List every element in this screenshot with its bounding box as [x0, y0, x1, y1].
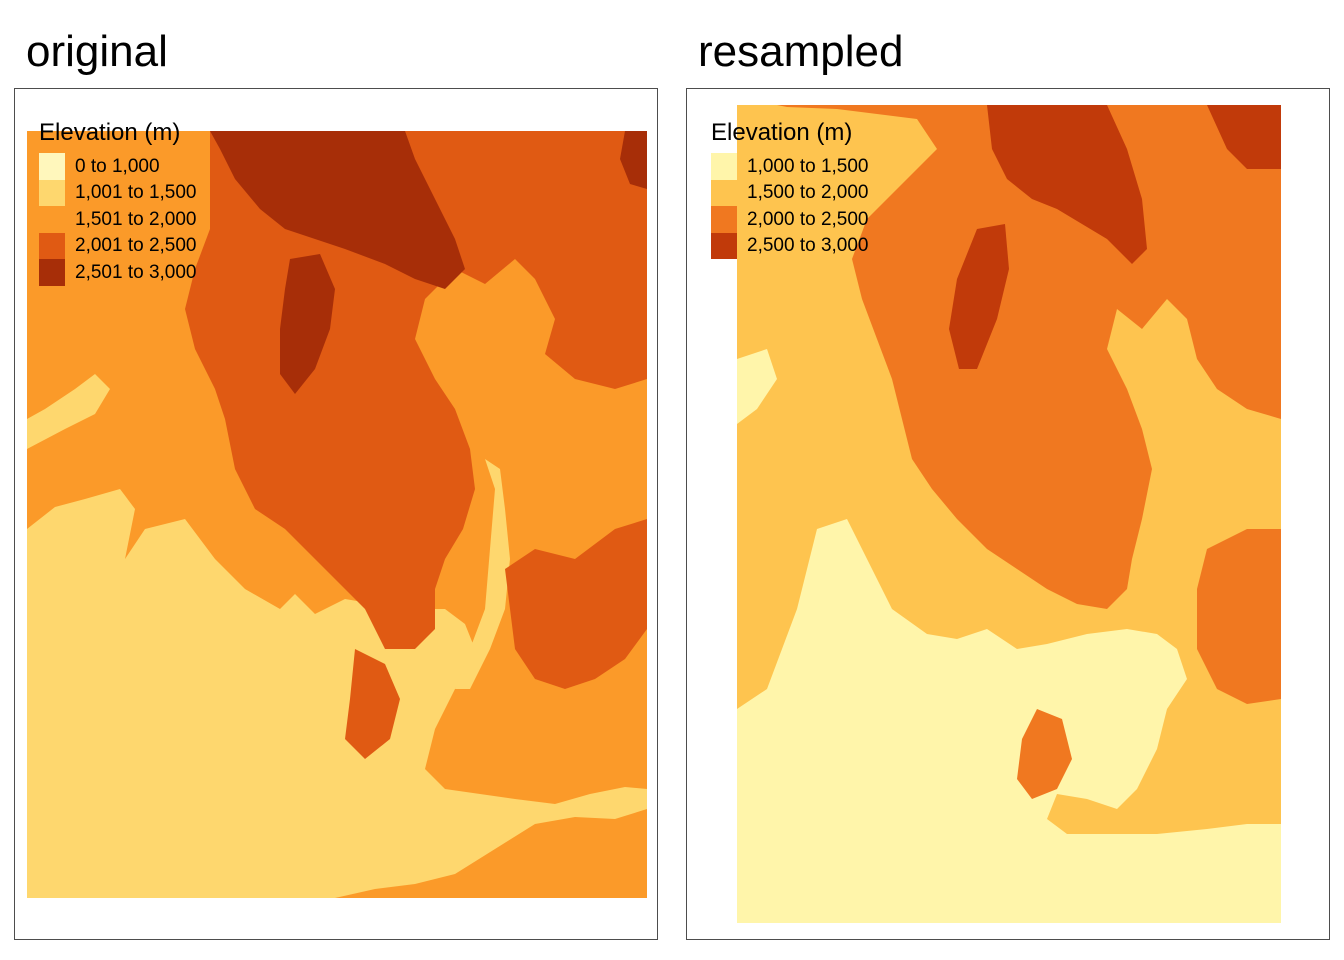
raster-zone-peak-3 — [620, 131, 647, 189]
raster-zone-peak-2 — [280, 254, 335, 394]
raster-zone-low-2 — [737, 349, 777, 424]
legend-item: 1,501 to 2,000 — [39, 206, 197, 233]
legend-label: 2,000 to 2,500 — [747, 208, 869, 230]
legend-label: 1,000 to 1,500 — [747, 155, 869, 177]
panel-title-resampled: resampled — [698, 27, 904, 76]
legend-item: 2,000 to 2,500 — [711, 206, 869, 233]
legend-swatch — [711, 206, 737, 233]
legend-label: 2,501 to 3,000 — [75, 261, 197, 283]
legend-item: 1,001 to 1,500 — [39, 179, 197, 206]
legend-label: 0 to 1,000 — [75, 155, 160, 177]
legend-original: Elevation (m) 0 to 1,000 1,001 to 1,500 … — [39, 119, 197, 286]
legend-swatch — [711, 153, 737, 180]
raster-zone-high-3 — [345, 649, 400, 759]
legend-swatch — [39, 179, 65, 206]
legend-item: 2,500 to 3,000 — [711, 232, 869, 259]
legend-title: Elevation (m) — [39, 119, 181, 146]
map-frame-original: Elevation (m) 0 to 1,000 1,001 to 1,500 … — [14, 88, 658, 940]
elevation-raster-original — [27, 131, 647, 898]
legend-title: Elevation (m) — [711, 119, 853, 146]
legend-swatch — [39, 206, 65, 233]
raster-zone-low — [737, 519, 1281, 923]
raster-zone-high-2 — [1197, 529, 1281, 704]
legend-label: 2,001 to 2,500 — [75, 235, 197, 257]
legend-swatch — [39, 259, 65, 286]
raster-valley — [455, 459, 510, 689]
raster-zone-high-3 — [1017, 709, 1072, 799]
elevation-raster-resampled — [737, 105, 1281, 923]
legend-item: 1,500 to 2,000 — [711, 179, 869, 206]
legend-swatch — [711, 179, 737, 206]
map-frame-resampled: Elevation (m) 1,000 to 1,500 1,500 to 2,… — [686, 88, 1330, 940]
raster-zone-high — [777, 105, 1281, 609]
raster-zone-peak-2 — [949, 224, 1009, 369]
legend-swatch — [39, 232, 65, 259]
panel-title-original: original — [26, 27, 168, 76]
raster-zone-peak — [210, 131, 465, 289]
legend-label: 1,500 to 2,000 — [747, 182, 869, 204]
legend-item: 2,501 to 3,000 — [39, 259, 197, 286]
legend-item: 1,000 to 1,500 — [711, 153, 869, 180]
raster-zone-peak-3 — [1207, 105, 1281, 169]
legend-swatch — [39, 153, 65, 180]
legend-swatch — [711, 232, 737, 259]
raster-zone-peak — [987, 105, 1147, 264]
legend-resampled: Elevation (m) 1,000 to 1,500 1,500 to 2,… — [711, 119, 869, 259]
raster-zone-low — [27, 489, 647, 898]
raster-zone-low-2 — [27, 374, 110, 449]
legend-item: 2,001 to 2,500 — [39, 232, 197, 259]
legend-label: 1,001 to 1,500 — [75, 182, 197, 204]
legend-label: 1,501 to 2,000 — [75, 208, 197, 230]
legend-item: 0 to 1,000 — [39, 153, 197, 180]
legend-label: 2,500 to 3,000 — [747, 235, 869, 257]
raster-zone-high-2 — [505, 519, 647, 689]
